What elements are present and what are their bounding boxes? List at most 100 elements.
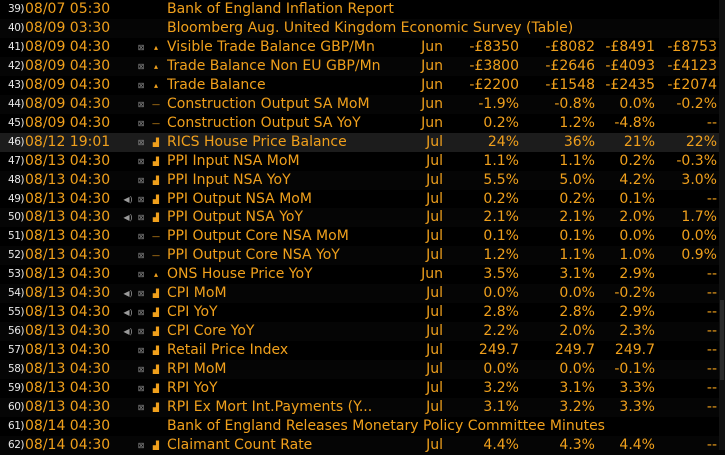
alert-icon[interactable]: ⊠ xyxy=(137,213,145,223)
alert-icon[interactable]: ⊠ xyxy=(137,42,145,52)
alert-icon[interactable]: ⊠ xyxy=(137,232,145,242)
speaker-icon[interactable] xyxy=(122,152,134,171)
chart-indicator-icon[interactable]: ▟ xyxy=(152,346,160,356)
speaker-icon[interactable] xyxy=(122,133,134,152)
speaker-icon[interactable] xyxy=(122,57,134,76)
indicator-name[interactable]: Bank of England Releases Monetary Policy… xyxy=(167,417,605,434)
chart-indicator-icon[interactable]: — xyxy=(152,251,160,261)
alert-icon[interactable]: ⊠ xyxy=(137,402,145,412)
speaker-icon[interactable] xyxy=(122,265,134,284)
indicator-row[interactable]: 53) 08/13 04:30 ⊠ ▴ ONS House Price YoY Jun 3.… xyxy=(0,265,725,285)
speaker-icon[interactable]: ◀) xyxy=(123,289,133,299)
event-row[interactable]: 40) 08/09 03:30 Bloomberg Aug. United King… xyxy=(0,18,725,38)
alert-icon[interactable]: ⊠ xyxy=(137,156,145,166)
alert-icon[interactable]: ⊠ xyxy=(137,289,145,299)
alert-icon[interactable]: ⊠ xyxy=(137,137,145,147)
indicator-name[interactable]: Retail Price Index xyxy=(167,342,289,359)
indicator-row[interactable]: 42) 08/09 04:30 ⊠ ▴ Trade Balance Non EU GBP… xyxy=(0,56,725,76)
indicator-row[interactable]: 47) 08/13 04:30 ⊠ ▟ PPI Input NSA MoM Jul 1.1%… xyxy=(0,151,725,171)
speaker-icon[interactable]: ◀) xyxy=(123,213,133,223)
chart-indicator-icon[interactable]: ▟ xyxy=(152,440,160,450)
chart-indicator-icon[interactable]: ▟ xyxy=(152,213,160,223)
indicator-row[interactable]: 54) 08/13 04:30 ◀) ⊠ ▟ CPI MoM Jul 0.0% 0.0% -0.2… xyxy=(0,284,725,304)
indicator-row[interactable]: 58) 08/13 04:30 ⊠ ▟ RPI MoM Jul 0.0% 0.0% -0.1% -… xyxy=(0,360,725,380)
chart-indicator-icon[interactable]: — xyxy=(152,99,160,109)
indicator-row[interactable]: 59) 08/13 04:30 ⊠ ▟ RPI YoY Jul 3.2% 3.1% 3.3% -- xyxy=(0,379,725,398)
vertical-scrollbar[interactable] xyxy=(719,0,725,450)
speaker-icon[interactable] xyxy=(122,398,134,417)
alert-icon[interactable] xyxy=(136,417,146,436)
speaker-icon[interactable] xyxy=(122,417,134,436)
chart-indicator-icon[interactable]: ▴ xyxy=(153,80,158,90)
indicator-row[interactable]: 49) 08/13 04:30 ◀) ⊠ ▟ PPI Output NSA MoM Jul 0… xyxy=(0,189,725,209)
indicator-name[interactable]: Construction Output SA MoM xyxy=(167,95,370,112)
speaker-icon[interactable] xyxy=(122,114,134,133)
speaker-icon[interactable] xyxy=(122,360,134,379)
speaker-icon[interactable] xyxy=(122,246,134,265)
alert-icon[interactable]: ⊠ xyxy=(137,327,145,337)
chart-indicator-icon[interactable] xyxy=(149,417,163,436)
indicator-row[interactable]: 52) 08/13 04:30 ⊠ — PPI Output Core NSA YoY J… xyxy=(0,246,725,266)
indicator-name[interactable]: Trade Balance Non EU GBP/Mn xyxy=(167,57,381,74)
chart-indicator-icon[interactable]: — xyxy=(152,232,160,242)
indicator-name[interactable]: CPI MoM xyxy=(167,285,227,302)
indicator-name[interactable]: CPI Core YoY xyxy=(167,323,255,340)
chart-indicator-icon[interactable]: ▟ xyxy=(152,327,160,337)
indicator-row[interactable]: 48) 08/13 04:30 ⊠ ▟ PPI Input NSA YoY Jul 5.5%… xyxy=(0,170,725,190)
speaker-icon[interactable] xyxy=(122,379,134,398)
indicator-name[interactable]: Bloomberg Aug. United Kingdom Economic S… xyxy=(167,19,574,36)
indicator-name[interactable]: PPI Output Core NSA MoM xyxy=(167,228,349,245)
speaker-icon[interactable]: ◀) xyxy=(123,327,133,337)
chart-indicator-icon[interactable] xyxy=(149,19,163,38)
alert-icon[interactable]: ⊠ xyxy=(137,270,145,280)
indicator-row[interactable]: 43) 08/09 04:30 ⊠ ▴ Trade Balance Jun -£2200 -£… xyxy=(0,75,725,95)
indicator-name[interactable]: RPI MoM xyxy=(167,361,227,378)
chart-indicator-icon[interactable]: ▟ xyxy=(152,289,160,299)
indicator-name[interactable]: Claimant Count Rate xyxy=(167,436,313,453)
indicator-row[interactable]: 51) 08/13 04:30 ⊠ — PPI Output Core NSA MoM J… xyxy=(0,227,725,247)
chart-indicator-icon[interactable] xyxy=(149,0,163,19)
event-row[interactable]: 39) 08/07 05:30 Bank of England Inflation … xyxy=(0,0,725,19)
chart-indicator-icon[interactable]: — xyxy=(152,118,160,128)
alert-icon[interactable]: ⊠ xyxy=(137,440,145,450)
indicator-row[interactable]: 50) 08/13 04:30 ◀) ⊠ ▟ PPI Output NSA YoY Jul 2… xyxy=(0,208,725,228)
indicator-row[interactable]: 46) 08/12 19:01 ⊠ ▟ RICS House Price Balance… xyxy=(0,132,725,152)
chart-indicator-icon[interactable]: ▟ xyxy=(152,402,160,412)
speaker-icon[interactable] xyxy=(122,436,134,455)
speaker-icon[interactable] xyxy=(122,0,134,19)
speaker-icon[interactable] xyxy=(122,95,134,114)
chart-indicator-icon[interactable]: ▟ xyxy=(152,384,160,393)
indicator-row[interactable]: 56) 08/13 04:30 ◀) ⊠ ▟ CPI Core YoY Jul 2.2% 2.0… xyxy=(0,322,725,342)
indicator-name[interactable]: PPI Output NSA MoM xyxy=(167,190,312,207)
indicator-row[interactable]: 45) 08/09 04:30 ⊠ — Construction Output SA Y… xyxy=(0,113,725,133)
indicator-row[interactable]: 55) 08/13 04:30 ◀) ⊠ ▟ CPI YoY Jul 2.8% 2.8% 2.9%… xyxy=(0,303,725,323)
chart-indicator-icon[interactable]: ▟ xyxy=(152,365,160,375)
speaker-icon[interactable] xyxy=(122,38,134,57)
speaker-icon[interactable] xyxy=(122,227,134,246)
chart-indicator-icon[interactable]: ▟ xyxy=(152,308,160,318)
chart-indicator-icon[interactable]: ▟ xyxy=(152,137,160,147)
indicator-row[interactable]: 62) 08/14 04:30 ⊠ ▟ Claimant Count Rate Jul 4.… xyxy=(0,435,725,455)
speaker-icon[interactable]: ◀) xyxy=(123,308,133,318)
indicator-name[interactable]: Construction Output SA YoY xyxy=(167,114,361,131)
speaker-icon[interactable]: ◀) xyxy=(123,194,133,204)
chart-indicator-icon[interactable]: ▴ xyxy=(153,42,158,52)
alert-icon[interactable]: ⊠ xyxy=(137,384,145,393)
alert-icon[interactable]: ⊠ xyxy=(137,175,145,185)
alert-icon[interactable]: ⊠ xyxy=(137,80,145,90)
indicator-row[interactable]: 41) 08/09 04:30 ⊠ ▴ Visible Trade Balance GB… xyxy=(0,37,725,57)
indicator-name[interactable]: PPI Input NSA MoM xyxy=(167,152,300,169)
indicator-name[interactable]: RPI YoY xyxy=(167,380,218,396)
scrollbar-thumb[interactable] xyxy=(720,300,724,380)
chart-indicator-icon[interactable]: ▟ xyxy=(152,175,160,185)
alert-icon[interactable]: ⊠ xyxy=(137,308,145,318)
speaker-icon[interactable] xyxy=(122,341,134,360)
indicator-row[interactable]: 57) 08/13 04:30 ⊠ ▟ Retail Price Index Jul 249… xyxy=(0,341,725,361)
speaker-icon[interactable] xyxy=(122,76,134,95)
alert-icon[interactable]: ⊠ xyxy=(137,118,145,128)
indicator-name[interactable]: PPI Output Core NSA YoY xyxy=(167,247,340,264)
chart-indicator-icon[interactable]: ▴ xyxy=(153,61,158,71)
chart-indicator-icon[interactable]: ▟ xyxy=(152,156,160,166)
speaker-icon[interactable] xyxy=(122,19,134,38)
alert-icon[interactable]: ⊠ xyxy=(137,251,145,261)
